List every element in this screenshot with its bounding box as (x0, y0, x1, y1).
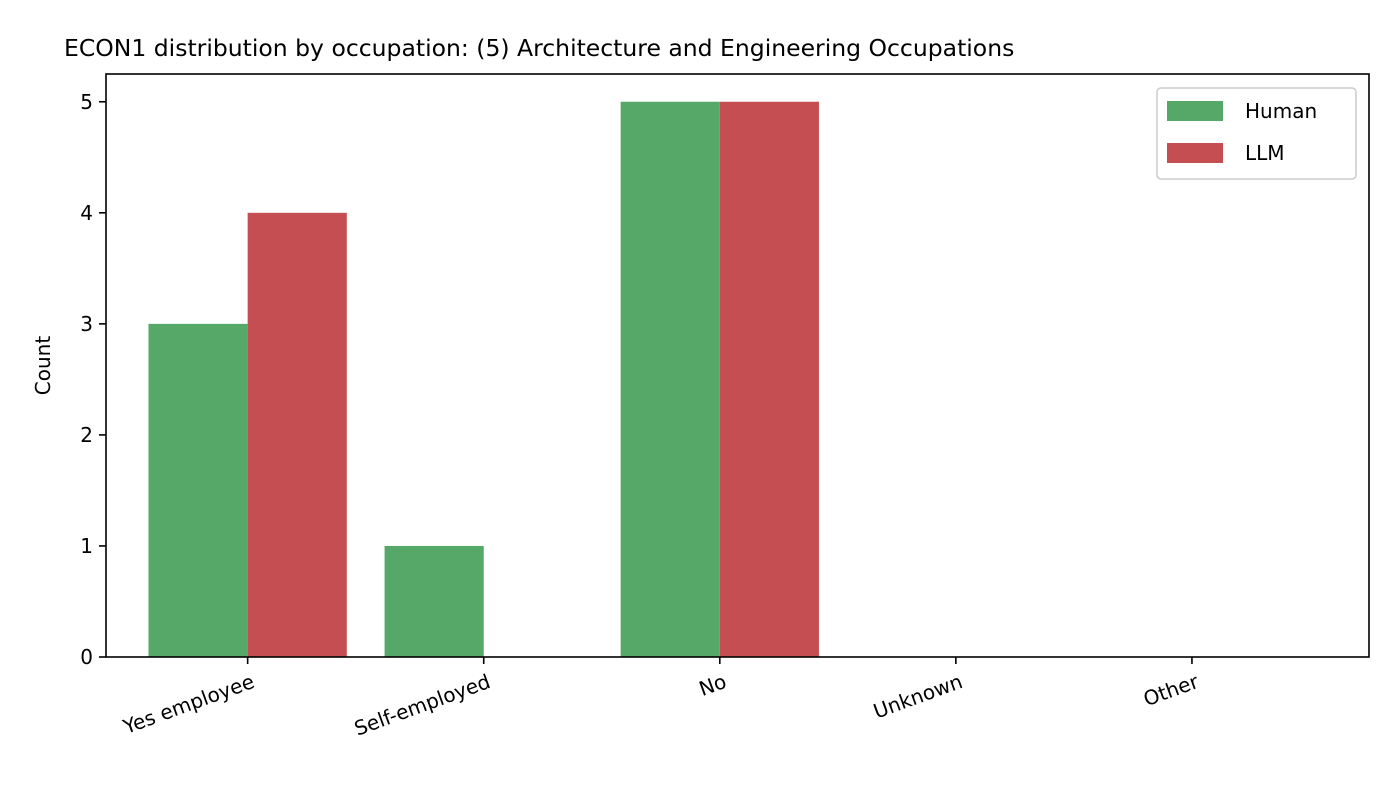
legend-swatch-llm (1167, 143, 1223, 163)
x-tick-label: Unknown (870, 669, 965, 723)
legend-swatch-human (1167, 101, 1223, 121)
y-axis-label: Count (31, 336, 55, 396)
bar-llm-no (719, 101, 819, 657)
y-tick-label: 5 (80, 90, 93, 114)
legend: Human LLM (1156, 87, 1357, 180)
x-tick-label: Yes employee (119, 669, 257, 739)
x-axis: Yes employee Self-employed No Unknown Other (119, 657, 1202, 741)
bars-layer (148, 101, 819, 658)
legend-label-llm: LLM (1245, 141, 1285, 165)
bar-human-no (620, 101, 720, 657)
x-tick-label: Other (1140, 669, 1202, 711)
bar-human-yes-employee (148, 323, 248, 657)
y-tick-label: 1 (80, 534, 93, 558)
x-tick-label: No (696, 669, 730, 701)
y-tick-label: 4 (80, 201, 93, 225)
legend-label-human: Human (1245, 99, 1317, 123)
bar-llm-yes-employee (247, 212, 347, 658)
chart-title: ECON1 distribution by occupation: (5) Ar… (64, 34, 1014, 62)
y-tick-label: 0 (80, 645, 93, 669)
y-axis: 0 1 2 3 4 5 (80, 90, 106, 669)
x-tick-label: Self-employed (351, 669, 493, 740)
plot-frame (105, 73, 1370, 658)
y-tick-label: 2 (80, 423, 93, 447)
y-tick-label: 3 (80, 312, 93, 336)
bar-human-self-employed (384, 545, 484, 657)
